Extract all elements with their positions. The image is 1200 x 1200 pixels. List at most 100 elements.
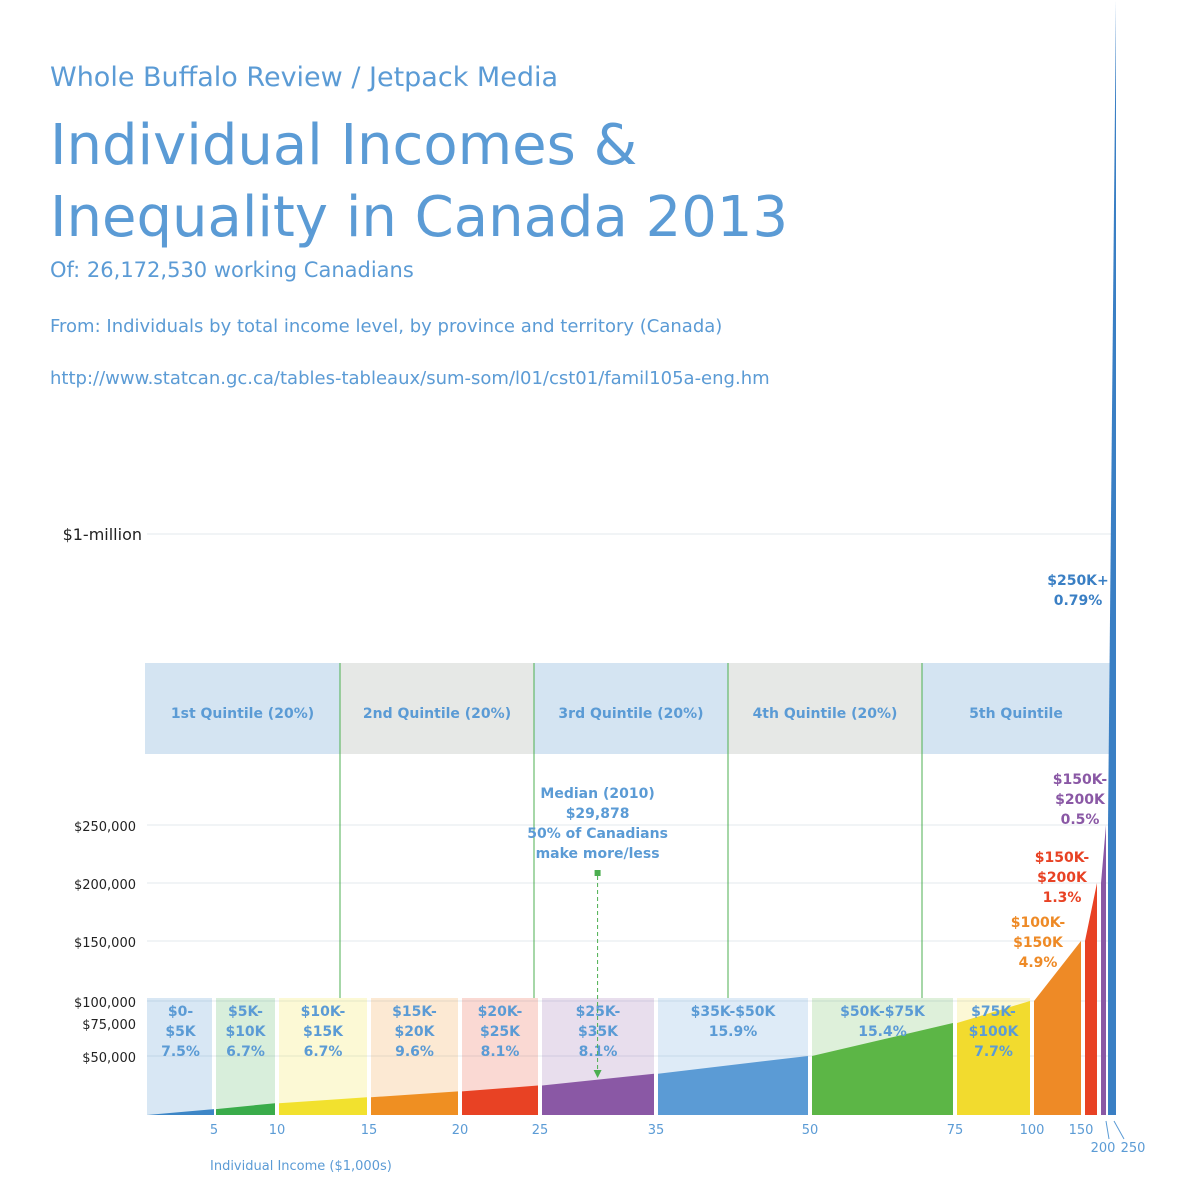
bracket-area [1108,0,1116,1115]
median-label: Median (2010) [540,786,654,802]
bracket-label-box [147,998,212,1115]
bracket-label: $100K- [1011,915,1066,931]
bracket-label: $15K- [392,1004,437,1020]
bracket-area [542,1073,654,1115]
data-source-line: From: Individuals by total income level,… [50,316,723,337]
x-tick-label: 50 [802,1123,819,1138]
bracket-label: 0.79% [1054,593,1103,609]
bracket-label: $10K [225,1024,266,1040]
y-tick-label: $75,000 [82,1018,136,1033]
bracket-area [279,1097,367,1115]
page-title: Individual Incomes & Inequality in Canad… [50,110,788,254]
bracket-label: 0.5% [1061,812,1100,828]
population-subtitle: Of: 26,172,530 working Canadians [50,258,414,282]
x-tick-leader [1105,1120,1110,1140]
bracket-label: $35K [578,1024,619,1040]
quintile-band [534,663,728,754]
y-tick-label: $250,000 [74,820,136,835]
quintile-band [340,663,534,754]
y-tick-label: $150,000 [74,936,136,951]
bracket-label: 9.6% [395,1044,434,1060]
bracket-label: 15.9% [709,1024,758,1040]
median-label: make more/less [536,846,660,862]
bracket-area [462,1085,538,1115]
quintile-band [922,663,1110,754]
bracket-label: 8.1% [481,1044,520,1060]
income-area [147,0,1116,1115]
bracket-label: 6.7% [304,1044,343,1060]
x-tick-leader [1113,1120,1125,1140]
quintile-label: 3rd Quintile (20%) [558,706,703,722]
quintile-label: 1st Quintile (20%) [171,706,314,722]
y-axis-labels: $1-million $250,000 $200,000 $150,000 $100,0… [63,525,142,1066]
bracket-label-box [216,998,275,1115]
bracket-area [957,1001,1030,1115]
bracket-label: $10K- [301,1004,346,1020]
bracket-area [812,1023,953,1115]
bracket-label: $75K- [971,1004,1016,1020]
bracket-label: $150K [1013,935,1064,951]
x-axis-title: Individual Income ($1,000s) [210,1159,392,1174]
median-label: 50% of Canadians [527,826,668,842]
bracket-label: $150K- [1035,850,1090,866]
quintile-bands: 1st Quintile (20%) 2nd Quintile (20%) 3rd … [145,663,1110,754]
median-arrowhead [593,1070,602,1078]
x-tick-label: 250 [1121,1141,1146,1156]
x-tick-label: 15 [361,1123,378,1138]
bracket-label: 7.7% [974,1044,1013,1060]
bracket-area [371,1091,458,1115]
bracket-area [1085,883,1097,1115]
x-tick-label: 200 [1091,1141,1116,1156]
x-tick-label: 20 [452,1123,469,1138]
bracket-label: $5K- [228,1004,263,1020]
median-marker [594,870,601,876]
y-tick-label: $1-million [63,525,142,544]
x-tick-label: 35 [648,1123,665,1138]
median-label: $29,878 [566,806,630,822]
bracket-area [1101,825,1106,1115]
bracket-area [658,1056,808,1115]
bracket-label: 1.3% [1043,890,1082,906]
bracket-label: $200K [1055,792,1106,808]
bracket-area [1034,941,1081,1115]
bracket-area [216,1103,275,1115]
bracket-labels: $0- $5K 7.5% $5K- $10K 6.7% $10K- $15K 6.7% $15K-… [161,573,1109,1060]
bracket-label: $100K [969,1024,1020,1040]
bracket-label: $35K-$50K [691,1004,777,1020]
x-tick-label: 75 [947,1123,964,1138]
bracket-label: $200K [1037,870,1088,886]
quintile-dividers [339,663,923,998]
bracket-label: $50K-$75K [840,1004,926,1020]
x-tick-label: 25 [532,1123,549,1138]
bracket-label: 15.4% [858,1024,907,1040]
source-credit: Whole Buffalo Review / Jetpack Media [50,62,559,93]
x-axis-labels: 5 10 15 20 25 35 50 75 100 150 200 250 [210,1120,1146,1156]
y-tick-label: $50,000 [82,1051,136,1066]
y-tick-label: $100,000 [74,996,136,1011]
x-tick-label: 10 [269,1123,286,1138]
bracket-label: $0- [168,1004,193,1020]
bracket-label: $20K [394,1024,435,1040]
x-tick-label: 150 [1069,1123,1094,1138]
bracket-label: 6.7% [226,1044,265,1060]
quintile-band [145,663,340,754]
quintile-label: 5th Quintile [969,706,1063,722]
median-annotation: Median (2010) $29,878 50% of Canadians make… [527,786,668,1078]
bracket-label: $250K+ [1047,573,1109,589]
x-tick-label: 100 [1020,1123,1045,1138]
bracket-label: $15K [303,1024,344,1040]
bracket-area [147,1109,214,1115]
bracket-label: $5K [165,1024,196,1040]
quintile-band [728,663,922,754]
bracket-label: 7.5% [161,1044,200,1060]
bracket-label: 4.9% [1019,955,1058,971]
title-line-1: Individual Incomes & [50,113,638,178]
bracket-label: $20K- [478,1004,523,1020]
title-line-2: Inequality in Canada 2013 [50,185,789,250]
quintile-label: 2nd Quintile (20%) [363,706,511,722]
bracket-label-box [279,998,367,1115]
bracket-label: $150K- [1053,772,1108,788]
quintile-label: 4th Quintile (20%) [753,706,898,722]
source-url[interactable]: http://www.statcan.gc.ca/tables-tableaux… [50,368,770,389]
